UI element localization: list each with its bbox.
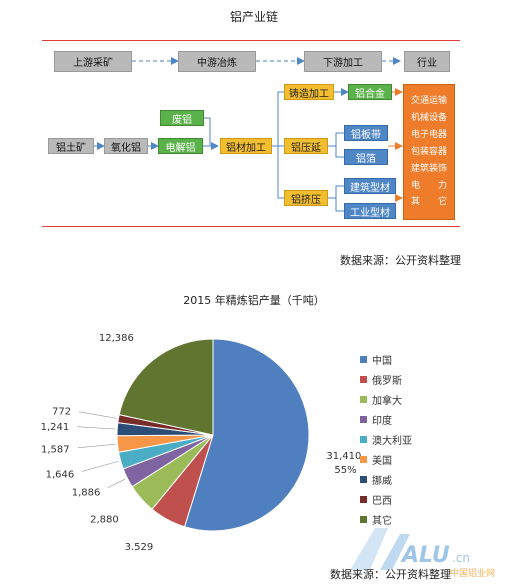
box-rolling: 铝压延 xyxy=(284,138,328,154)
pie-chart: 31,410, 55% 3,529 2,880 1,886 1,646 1,587 1,241… xyxy=(41,333,365,550)
pie-label-5: 1,587 xyxy=(41,445,70,456)
pie-leader-5 xyxy=(77,443,116,449)
industry-item: 电子电器 xyxy=(410,130,447,141)
stage-midstream: 中游冶炼 xyxy=(178,51,256,72)
legend-swatch xyxy=(360,396,367,403)
legend-item-1: 俄罗斯 xyxy=(360,372,402,387)
legend-item-7: 巴西 xyxy=(360,492,392,507)
legend-item-4: 澳大利亚 xyxy=(360,432,412,447)
legend-label: 中国 xyxy=(372,356,392,367)
legend-label: 加拿大 xyxy=(372,396,402,407)
legend-label: 巴西 xyxy=(372,496,392,507)
legend-swatch xyxy=(360,456,367,463)
pie-slice-8 xyxy=(118,338,214,436)
box-extrusion: 铝挤压 xyxy=(284,190,328,206)
box-industrial-profile: 工业型材 xyxy=(344,203,396,219)
legend-item-8: 其它 xyxy=(360,512,392,527)
box-casting: 铸造加工 xyxy=(284,84,334,100)
box-bauxite: 铝土矿 xyxy=(48,138,94,154)
chart-title: 2015 年精炼铝产量（千吨） xyxy=(183,294,325,307)
legend-label: 其它 xyxy=(372,516,392,527)
svg-text:ALU: ALU xyxy=(400,543,450,568)
legend-item-0: 中国 xyxy=(360,352,392,367)
pie-leader-4 xyxy=(81,460,119,472)
legend-swatch xyxy=(360,476,367,483)
legend-swatch xyxy=(360,436,367,443)
industry-item: 交通运输 xyxy=(410,96,447,107)
stage-industry: 行业 xyxy=(404,51,450,72)
legend-label: 挪威 xyxy=(372,476,392,487)
industry-item: 建筑装饰 xyxy=(410,163,447,174)
box-industries: 交通运输 机械设备 电子电器 包装容器 建筑装饰 电 力 其 它 xyxy=(403,84,455,220)
legend-swatch xyxy=(360,376,367,383)
box-processing: 铝材加工 xyxy=(220,138,272,154)
box-foil: 铝箔 xyxy=(344,149,388,165)
box-electrolytic: 电解铝 xyxy=(158,138,203,154)
watermark-logo: ALU .cn 中国铝业网 xyxy=(350,528,495,579)
pie-label-2: 2,880 xyxy=(90,515,119,526)
legend-label: 印度 xyxy=(372,416,392,427)
legend-label: 美国 xyxy=(372,456,392,467)
box-strip: 铝板带 xyxy=(344,125,388,141)
pie-pct-label-0: 55% xyxy=(334,465,356,476)
box-building-profile: 建筑型材 xyxy=(344,178,396,194)
top-divider xyxy=(42,40,460,41)
pie-leader-7 xyxy=(78,411,117,419)
legend-item-3: 印度 xyxy=(360,412,392,427)
legend-swatch xyxy=(360,496,367,503)
bottom-divider xyxy=(42,226,460,227)
pie-label-8: 12,386 xyxy=(99,333,134,344)
pie-label-7: 772 xyxy=(52,406,71,417)
legend-item-5: 美国 xyxy=(360,452,392,467)
legend-swatch xyxy=(360,416,367,423)
pie-slice-0 xyxy=(183,338,310,532)
pie-leader-3 xyxy=(107,478,126,489)
legend-swatch xyxy=(360,516,367,523)
stage-downstream: 下游加工 xyxy=(304,51,382,72)
legend-item-2: 加拿大 xyxy=(360,392,402,407)
legend-swatch xyxy=(360,356,367,363)
pie-label-4: 1,646 xyxy=(46,470,75,481)
box-scrap: 废铝 xyxy=(160,110,204,126)
pie-label-6: 1,241 xyxy=(41,422,70,433)
legend-item-6: 挪威 xyxy=(360,472,392,487)
chart-source: 数据来源：公开资料整理 xyxy=(330,568,451,581)
industry-item: 机械设备 xyxy=(410,113,447,124)
flow-title: 铝产业链 xyxy=(229,10,278,24)
box-alumina: 氧化铝 xyxy=(104,138,148,154)
industry-item: 包装容器 xyxy=(410,146,447,157)
pie-label-3: 1,886 xyxy=(72,487,101,498)
svg-text:.cn: .cn xyxy=(452,551,470,565)
stage-upstream: 上游采矿 xyxy=(54,51,132,72)
svg-text:中国铝业网: 中国铝业网 xyxy=(450,567,495,579)
industry-item: 其 它 xyxy=(410,197,447,208)
pie-label-0: 31,410, xyxy=(326,451,364,462)
flow-source: 数据来源：公开资料整理 xyxy=(340,254,461,267)
legend-label: 澳大利亚 xyxy=(372,436,412,447)
pie-leader-6 xyxy=(77,426,116,430)
box-alloy: 铝合金 xyxy=(348,84,392,100)
industry-item: 电 力 xyxy=(410,180,447,191)
pie-label-1: 3,529 xyxy=(125,542,154,550)
legend-label: 俄罗斯 xyxy=(372,376,402,387)
flow-connectors xyxy=(94,57,403,212)
